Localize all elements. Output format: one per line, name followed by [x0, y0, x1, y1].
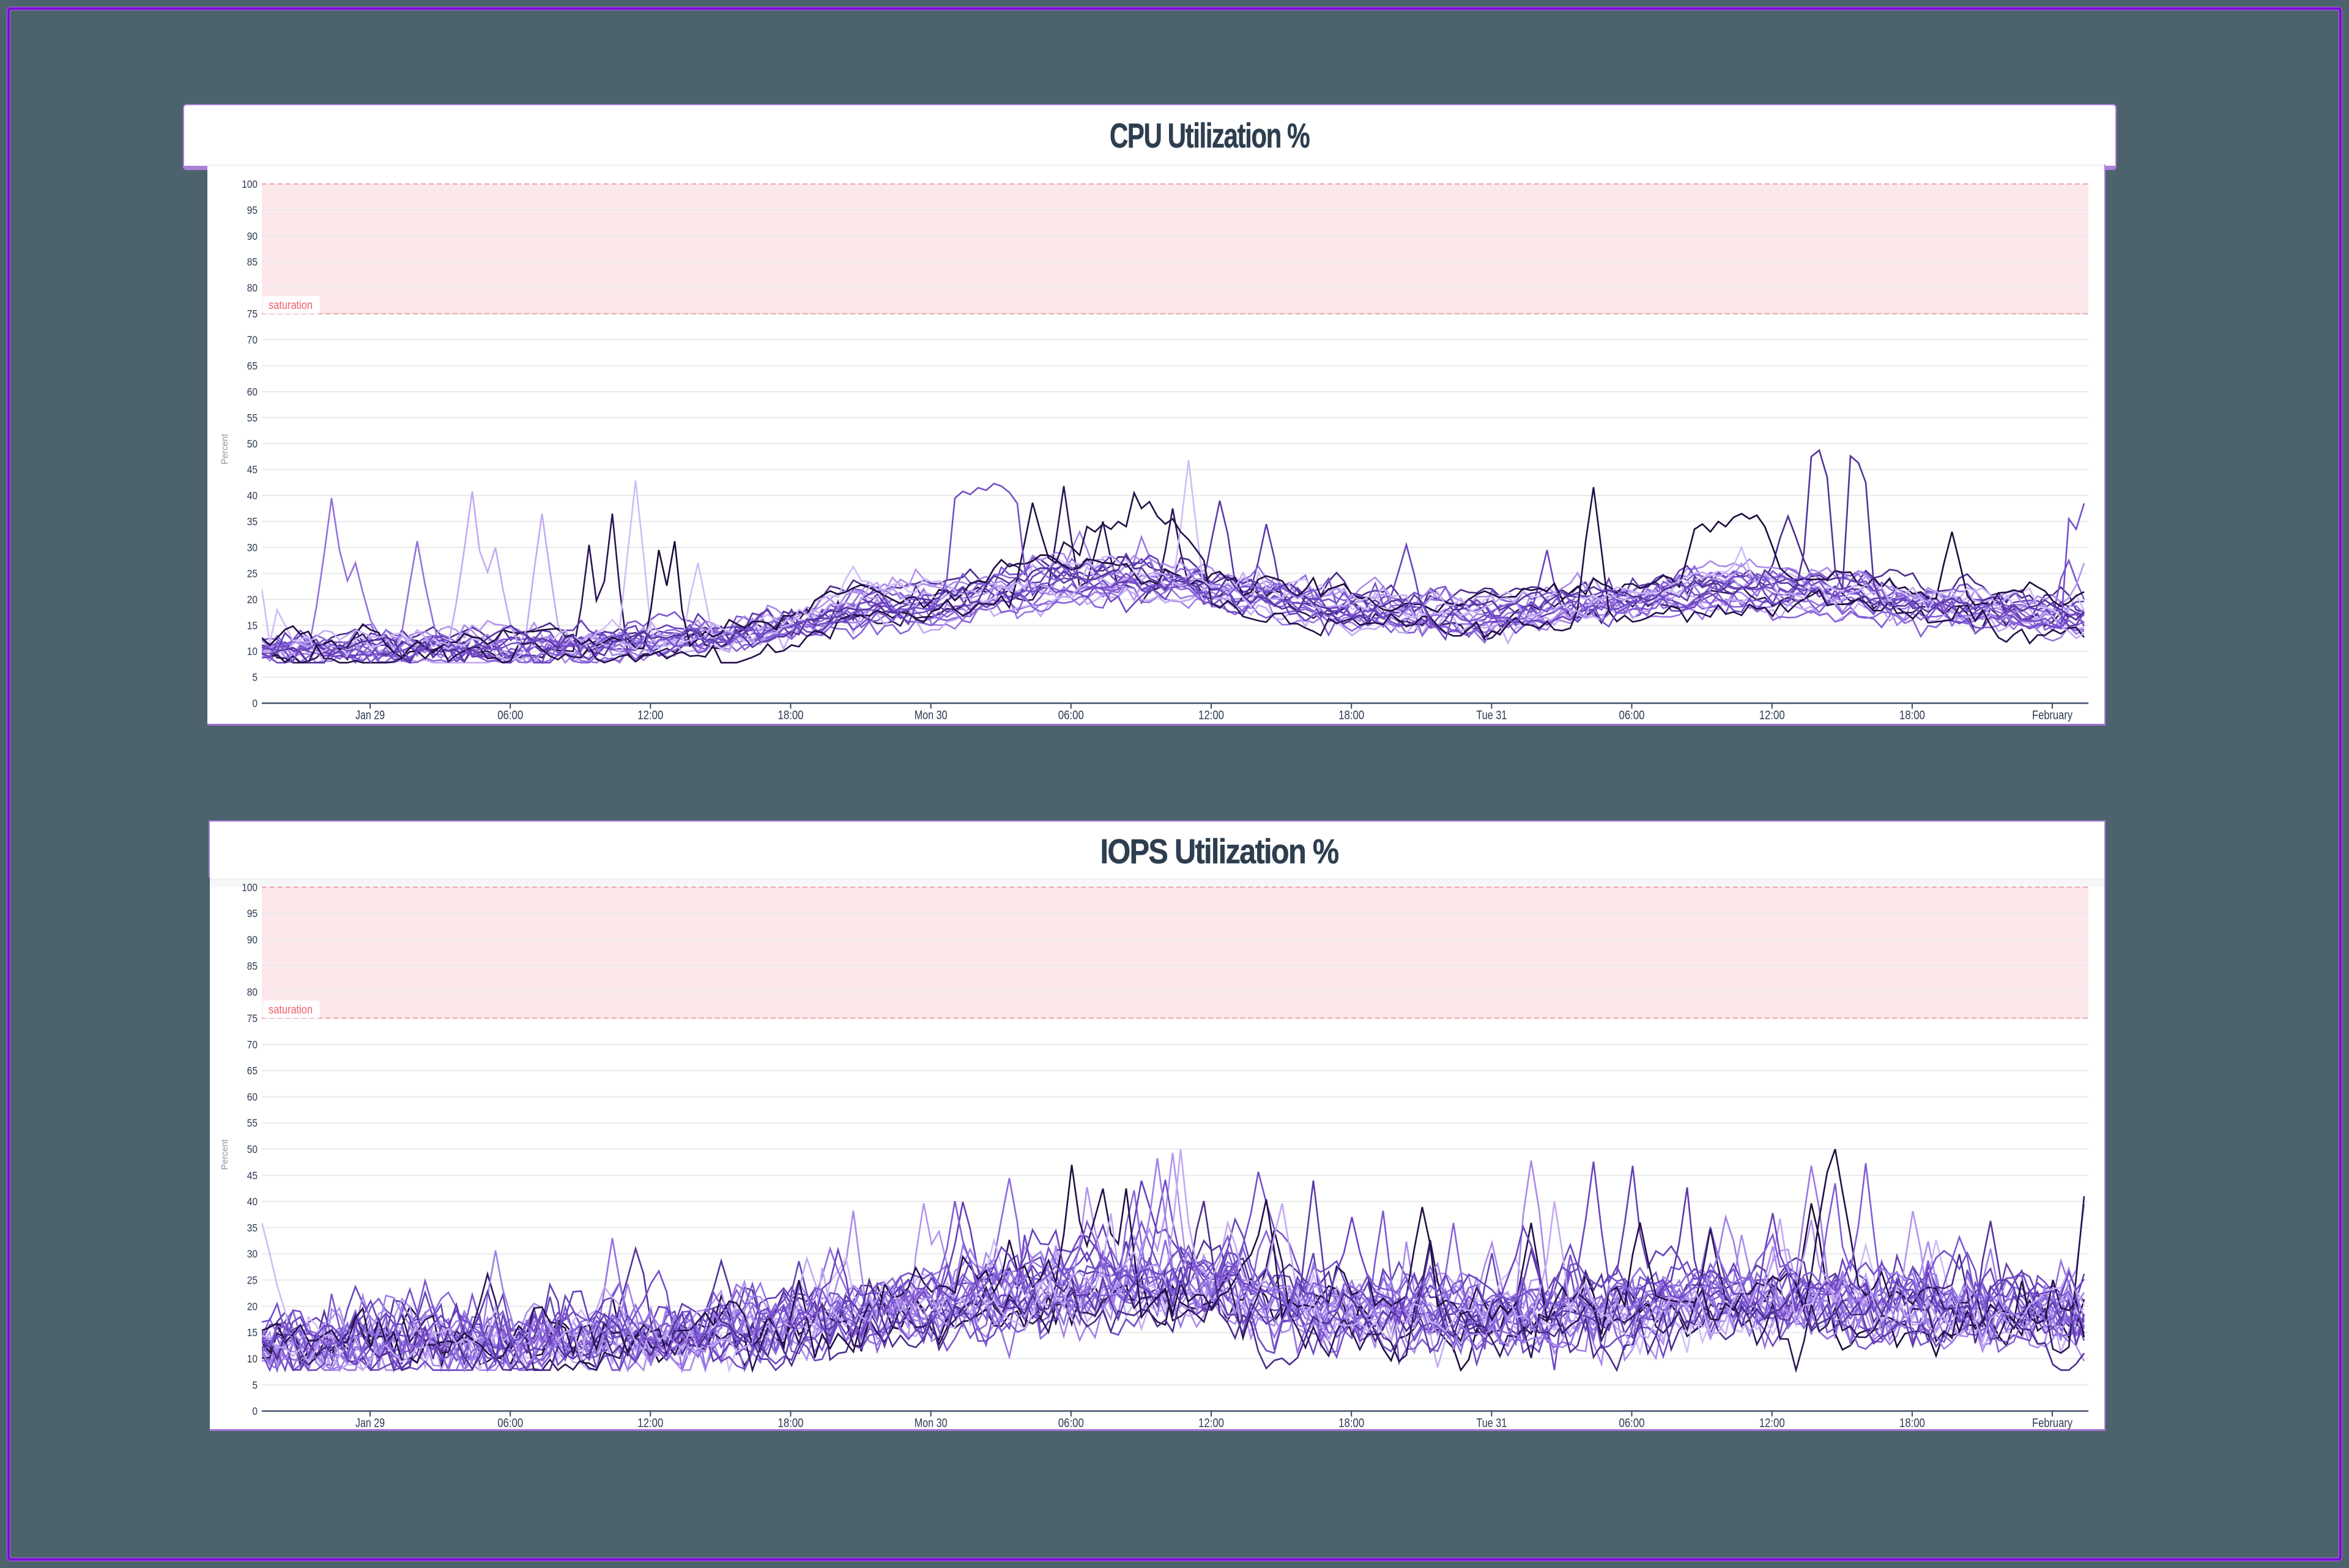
- svg-text:90: 90: [247, 934, 258, 946]
- svg-text:18:00: 18:00: [1899, 708, 1925, 722]
- svg-text:75: 75: [247, 308, 258, 320]
- svg-text:Jan 29: Jan 29: [355, 1416, 385, 1429]
- svg-text:Mon 30: Mon 30: [915, 708, 948, 722]
- svg-text:18:00: 18:00: [1338, 1416, 1364, 1429]
- svg-text:35: 35: [247, 516, 258, 528]
- svg-text:85: 85: [247, 960, 258, 972]
- svg-text:06:00: 06:00: [1058, 1416, 1084, 1429]
- svg-text:15: 15: [247, 619, 258, 631]
- svg-text:06:00: 06:00: [497, 1416, 523, 1429]
- svg-text:Jan 29: Jan 29: [355, 708, 385, 722]
- svg-text:100: 100: [242, 881, 258, 893]
- svg-text:saturation: saturation: [269, 1003, 313, 1016]
- svg-text:50: 50: [247, 1143, 258, 1156]
- svg-text:06:00: 06:00: [497, 708, 523, 722]
- svg-text:5: 5: [252, 671, 258, 683]
- svg-text:65: 65: [247, 360, 258, 372]
- svg-text:65: 65: [247, 1065, 258, 1077]
- svg-text:18:00: 18:00: [1338, 708, 1364, 722]
- svg-text:Tue 31: Tue 31: [1476, 708, 1507, 722]
- svg-text:Percent: Percent: [220, 434, 230, 464]
- svg-text:Percent: Percent: [220, 1139, 230, 1170]
- svg-text:06:00: 06:00: [1058, 708, 1084, 722]
- svg-text:February: February: [2032, 1416, 2073, 1429]
- svg-text:45: 45: [247, 464, 258, 476]
- svg-text:12:00: 12:00: [1198, 1416, 1224, 1429]
- svg-text:Mon 30: Mon 30: [915, 1416, 948, 1429]
- svg-text:70: 70: [247, 334, 258, 346]
- svg-text:10: 10: [247, 1353, 258, 1365]
- svg-text:80: 80: [247, 282, 258, 294]
- svg-text:55: 55: [247, 1117, 258, 1129]
- svg-text:70: 70: [247, 1038, 258, 1050]
- svg-text:25: 25: [247, 567, 258, 579]
- svg-text:60: 60: [247, 385, 258, 398]
- svg-text:Tue 31: Tue 31: [1476, 1416, 1507, 1429]
- svg-text:35: 35: [247, 1222, 258, 1234]
- svg-text:18:00: 18:00: [778, 708, 804, 722]
- svg-text:40: 40: [247, 1195, 258, 1208]
- svg-text:45: 45: [247, 1169, 258, 1181]
- svg-text:February: February: [2032, 708, 2073, 722]
- svg-text:15: 15: [247, 1326, 258, 1339]
- svg-text:12:00: 12:00: [1759, 1416, 1785, 1429]
- svg-text:12:00: 12:00: [637, 708, 663, 722]
- svg-text:75: 75: [247, 1013, 258, 1025]
- svg-text:30: 30: [247, 541, 258, 554]
- svg-text:10: 10: [247, 645, 258, 658]
- svg-text:0: 0: [252, 697, 258, 710]
- svg-text:06:00: 06:00: [1619, 708, 1645, 722]
- svg-text:55: 55: [247, 412, 258, 424]
- svg-text:25: 25: [247, 1274, 258, 1287]
- svg-text:100: 100: [242, 178, 258, 190]
- svg-text:0: 0: [252, 1405, 258, 1418]
- svg-text:85: 85: [247, 256, 258, 268]
- svg-text:20: 20: [247, 1300, 258, 1312]
- svg-text:20: 20: [247, 593, 258, 606]
- svg-text:12:00: 12:00: [1198, 708, 1224, 722]
- svg-text:18:00: 18:00: [778, 1416, 804, 1429]
- svg-text:95: 95: [247, 204, 258, 216]
- svg-text:90: 90: [247, 230, 258, 242]
- svg-text:saturation: saturation: [269, 299, 313, 312]
- svg-text:40: 40: [247, 489, 258, 502]
- svg-text:80: 80: [247, 986, 258, 998]
- svg-text:95: 95: [247, 907, 258, 920]
- svg-text:12:00: 12:00: [637, 1416, 663, 1429]
- svg-text:18:00: 18:00: [1899, 1416, 1925, 1429]
- svg-text:06:00: 06:00: [1619, 1416, 1645, 1429]
- svg-text:50: 50: [247, 437, 258, 450]
- svg-text:12:00: 12:00: [1759, 708, 1785, 722]
- svg-text:30: 30: [247, 1248, 258, 1260]
- svg-text:5: 5: [252, 1379, 258, 1391]
- svg-text:60: 60: [247, 1091, 258, 1103]
